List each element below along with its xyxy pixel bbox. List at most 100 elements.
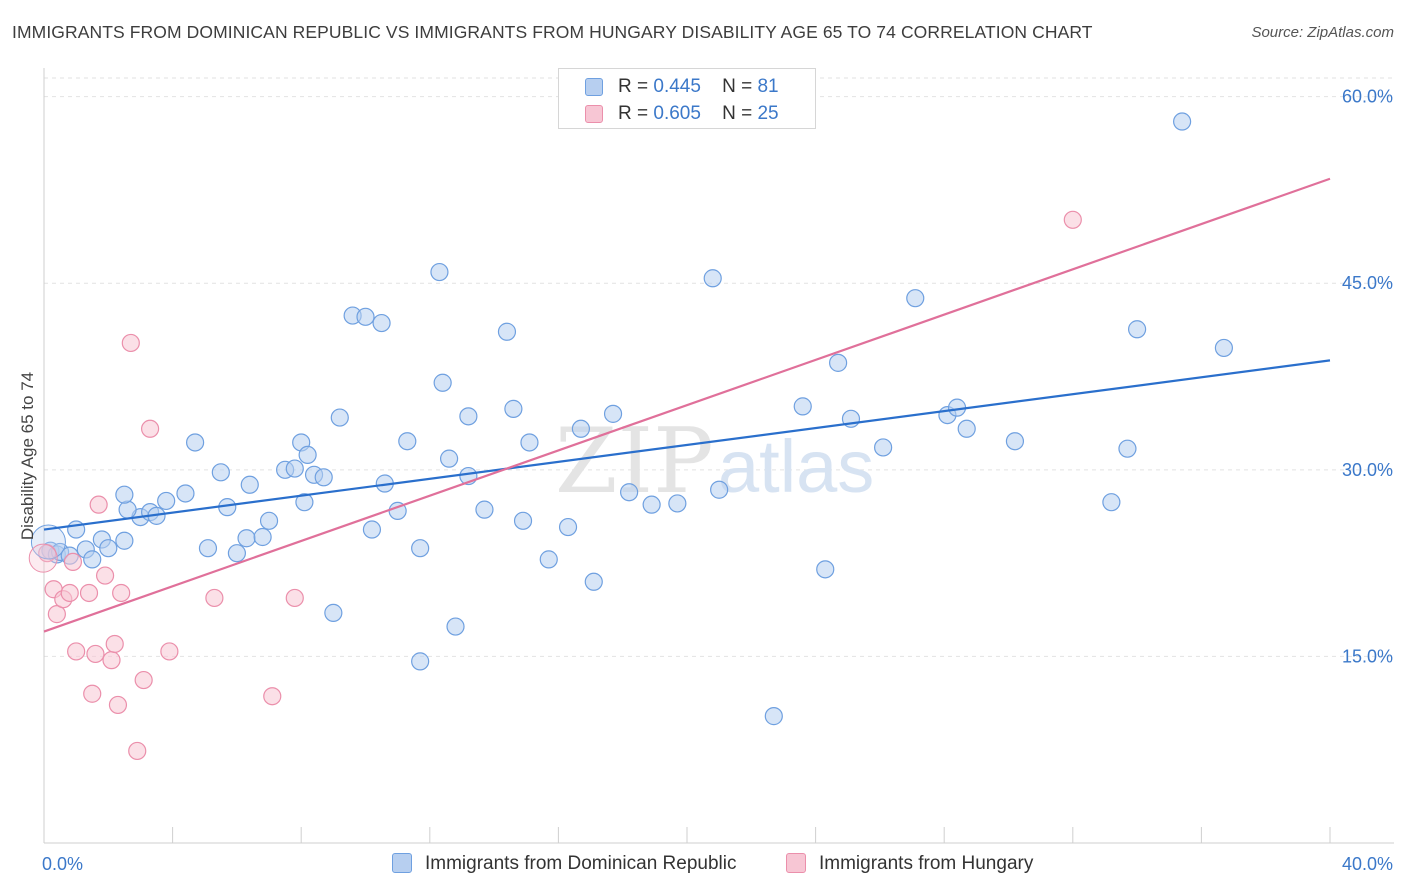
- tick-labels: 15.0% 30.0% 45.0% 60.0% 0.0% 40.0%: [42, 87, 1393, 874]
- point-series0-25: [285, 459, 304, 478]
- point-series0-68: [829, 353, 848, 372]
- point-series0-46: [439, 449, 459, 468]
- point-series0-33: [324, 603, 343, 622]
- point-series0-76: [1102, 493, 1121, 512]
- point-series1-4: [60, 583, 79, 603]
- point-series0-65: [764, 707, 783, 726]
- point-series0-57: [571, 419, 591, 438]
- source-credit: Source: ZipAtlas.com: [1251, 24, 1394, 41]
- point-series0-80: [1214, 338, 1234, 358]
- point-series0-59: [603, 404, 623, 423]
- legend-r-value-dominican: 0.445: [653, 76, 701, 97]
- point-series0-43: [411, 652, 430, 671]
- point-series1-19: [140, 419, 160, 438]
- point-series0-6: [83, 550, 102, 569]
- series-label-hungary: Immigrants from Hungary: [819, 853, 1034, 874]
- legend-n-value-hungary: 25: [757, 103, 779, 124]
- point-series0-29: [295, 493, 314, 512]
- point-series0-79: [1173, 112, 1192, 131]
- point-series0-67: [816, 560, 835, 579]
- point-series1-5: [63, 552, 83, 571]
- legend-swatch-dominican: [585, 78, 603, 96]
- trend-lines: [43, 177, 1331, 633]
- point-series1-7: [79, 583, 99, 603]
- point-series1-6: [67, 642, 86, 661]
- point-series0-8: [99, 539, 118, 558]
- point-series1-23: [285, 588, 304, 608]
- point-series0-55: [539, 550, 558, 569]
- point-series1-21: [205, 588, 224, 608]
- point-series0-17: [211, 463, 230, 482]
- point-series1-8: [83, 684, 102, 703]
- legend-n-label: N =: [722, 103, 753, 124]
- point-series0-51: [497, 322, 517, 341]
- point-series0-62: [668, 494, 687, 513]
- correlation-legend: R = 0.445 N = 81 R = 0.605 N = 25: [558, 68, 816, 129]
- zipatlas-watermark: ZIP atlas: [555, 409, 874, 514]
- point-series0-38: [372, 313, 391, 333]
- point-series0-56: [558, 517, 578, 537]
- point-cluster-dominican: [30, 524, 66, 560]
- point-series0-45: [433, 373, 452, 392]
- point-series1-10: [89, 495, 108, 514]
- y-tick-label-2: 45.0%: [1342, 273, 1393, 293]
- legend-r-label: R =: [618, 103, 649, 124]
- point-series0-21: [240, 475, 259, 494]
- point-series0-23: [259, 511, 279, 530]
- point-series0-52: [504, 399, 523, 418]
- x-tick-label-0: 0.0%: [42, 854, 83, 874]
- series-swatch-hungary: [786, 853, 806, 873]
- point-series0-64: [710, 480, 729, 499]
- point-series0-32: [314, 468, 333, 487]
- point-series0-42: [411, 539, 430, 558]
- legend-swatch-hungary: [585, 105, 603, 123]
- point-series0-70: [874, 438, 893, 457]
- point-series0-41: [398, 432, 417, 451]
- point-series0-13: [157, 491, 176, 511]
- series-label-dominican: Immigrants from Dominican Republic: [425, 853, 737, 874]
- legend-n-value-dominican: 81: [757, 76, 779, 97]
- point-series0-77: [1118, 439, 1137, 458]
- point-series0-47: [446, 617, 465, 636]
- point-cluster-hungary: [28, 543, 58, 573]
- y-tick-label-1: 30.0%: [1342, 460, 1393, 480]
- point-series1-13: [105, 634, 124, 654]
- point-series0-44: [430, 262, 449, 282]
- point-series0-9: [115, 531, 134, 550]
- legend-r-value-hungary: 0.605: [653, 103, 701, 124]
- point-series0-19: [227, 544, 246, 563]
- legend-r-label: R =: [618, 76, 649, 97]
- point-series1-22: [263, 687, 282, 706]
- point-series0-63: [703, 269, 722, 288]
- point-series0-27: [115, 485, 134, 504]
- point-series0-66: [793, 397, 812, 416]
- point-series0-71: [906, 289, 925, 308]
- point-series0-53: [513, 511, 533, 530]
- point-series1-15: [112, 583, 131, 603]
- point-series1-20: [160, 642, 179, 661]
- point-series0-16: [198, 539, 218, 558]
- point-series0-75: [1005, 432, 1025, 451]
- axes: [43, 68, 1394, 844]
- point-series0-74: [957, 419, 976, 438]
- point-series1-11: [95, 566, 115, 585]
- point-series0-50: [475, 500, 494, 519]
- point-series0-58: [584, 572, 603, 591]
- point-series1-16: [121, 333, 140, 353]
- point-series1-17: [128, 741, 147, 761]
- x-tick-label-1: 40.0%: [1342, 854, 1393, 874]
- watermark-atlas: atlas: [718, 425, 874, 508]
- trend-line-series1: [43, 177, 1331, 633]
- point-series1-18: [134, 670, 153, 690]
- gridlines: [44, 77, 1394, 657]
- point-series0-36: [356, 307, 375, 326]
- chart-title: IMMIGRANTS FROM DOMINICAN REPUBLIC VS IM…: [12, 22, 1093, 42]
- point-series1-12: [102, 651, 121, 670]
- point-series0-54: [520, 433, 539, 452]
- point-series0-60: [620, 483, 639, 502]
- point-series0-20: [237, 529, 256, 548]
- trend-line-series0: [43, 359, 1331, 531]
- point-series0-30: [298, 445, 317, 465]
- point-series0-61: [642, 495, 661, 514]
